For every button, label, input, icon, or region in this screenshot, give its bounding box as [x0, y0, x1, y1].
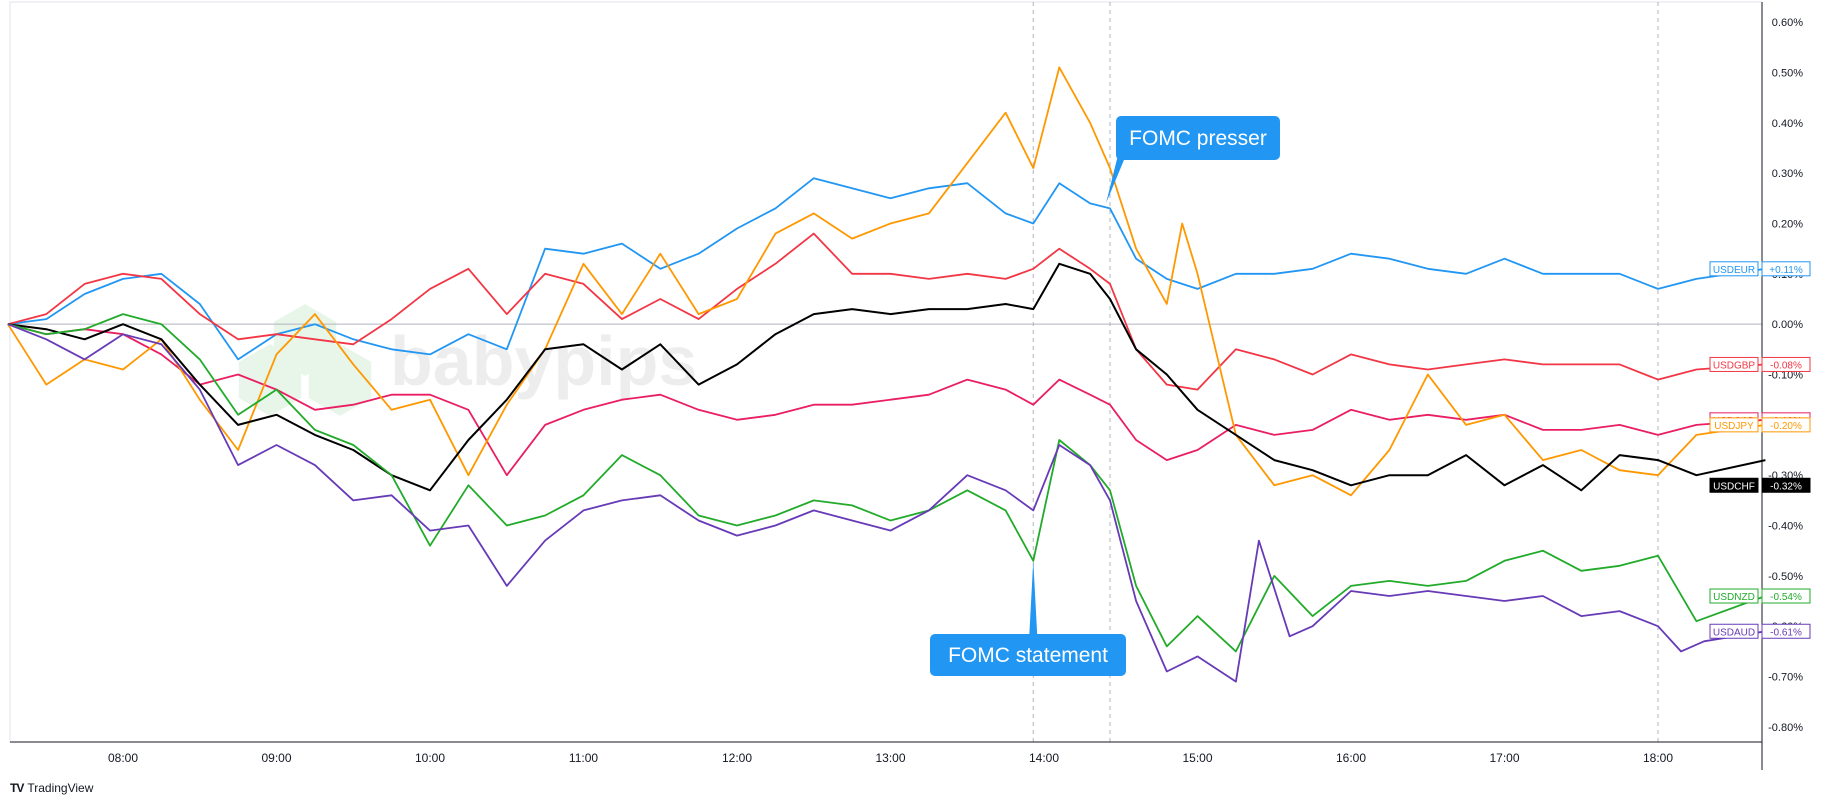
y-tick-label: 0.40% [1772, 118, 1803, 130]
x-tick-label: 10:00 [415, 751, 445, 765]
y-tick-label: 0.60% [1772, 17, 1803, 29]
series-label-value: -0.32% [1770, 481, 1802, 492]
series-line-usdnzd [7, 313, 1766, 653]
series-line-usdjpy [7, 66, 1766, 497]
series-label-box [1709, 417, 1759, 433]
tradingview-brand: TradingView [27, 781, 94, 795]
y-tick-label: -0.50% [1768, 571, 1803, 583]
x-tick-label: 09:00 [261, 751, 291, 765]
annotation-fomc-presser: FOMC presser [1106, 116, 1280, 204]
series-label-name: USDAUD [1713, 627, 1755, 638]
y-tick-label: 0.20% [1772, 218, 1803, 230]
callout-text: FOMC statement [948, 644, 1108, 667]
y-tick-label: -0.40% [1768, 521, 1803, 533]
series-line-usdeur [7, 177, 1766, 361]
series-label-usdjpy: USDJPY -0.20% [1709, 417, 1811, 433]
y-tick-label: -0.10% [1768, 370, 1803, 382]
x-tick-label: 18:00 [1643, 751, 1673, 765]
series-label-box [1709, 588, 1759, 604]
series-label-box [1709, 261, 1759, 277]
x-tick-label: 17:00 [1489, 751, 1519, 765]
series-label-value: -0.20% [1770, 421, 1802, 432]
series-label-box [1761, 588, 1811, 604]
x-tick-label: 13:00 [875, 751, 905, 765]
callout-pointer [1106, 155, 1126, 204]
tradingview-attribution[interactable]: TV TradingView [10, 781, 93, 795]
series-label-usdgbp: USDGBP -0.08% [1709, 356, 1811, 372]
series-label-value: -0.08% [1770, 360, 1802, 371]
x-tick-label: 11:00 [569, 751, 598, 765]
series-label-box [1761, 623, 1811, 639]
y-tick-label: 0.50% [1772, 67, 1803, 79]
x-tick-label: 08:00 [108, 751, 138, 765]
y-tick-label: 0.00% [1772, 319, 1803, 331]
x-tick-label: 15:00 [1182, 751, 1212, 765]
series-label-name: USDNZD [1713, 592, 1755, 603]
babypips-watermark: babypips [390, 322, 697, 400]
callout-box [930, 634, 1126, 676]
callout-box [1116, 116, 1280, 160]
y-tick-label: -0.70% [1768, 672, 1803, 684]
series-label-box [1709, 356, 1759, 372]
x-tick-label: 16:00 [1336, 751, 1366, 765]
series-label-box [1761, 356, 1811, 372]
series-label-box [1709, 477, 1759, 493]
series-label-value: -0.54% [1770, 592, 1802, 603]
series-label-name: USDJPY [1714, 421, 1754, 432]
series-label-usdaud: USDAUD -0.61% [1709, 623, 1811, 639]
series-line-usdgbp [7, 232, 1766, 391]
watermark-hexagon [308, 344, 372, 416]
series-label-name: USDCHF [1713, 481, 1755, 492]
y-tick-label: -0.80% [1768, 722, 1803, 734]
annotation-fomc-statement: FOMC statement [930, 560, 1126, 676]
series-label-box [1761, 261, 1811, 277]
plot-frame [9, 1, 1763, 743]
series-label-box [1761, 417, 1811, 433]
series-label-usdeur: USDEUR +0.11% [1709, 261, 1811, 277]
tradingview-logo-icon: TV [10, 781, 24, 795]
series-line-usdcad [7, 323, 1766, 477]
callout-pointer [1029, 560, 1038, 636]
series-line-usdchf [7, 262, 1766, 492]
series-line-usdaud [7, 323, 1766, 683]
series-label-name: USDGBP [1713, 360, 1756, 371]
x-tick-label: 12:00 [722, 751, 752, 765]
callout-text: FOMC presser [1129, 127, 1267, 150]
series-label-usdchf: USDCHF -0.32% [1709, 477, 1811, 493]
series-label-box [1709, 623, 1759, 639]
series-label-name: USDEUR [1713, 265, 1755, 276]
series-label-value: -0.61% [1770, 627, 1802, 638]
x-tick-label: 14:00 [1029, 751, 1059, 765]
series-label-usdnzd: USDNZD -0.54% [1709, 588, 1811, 604]
y-tick-label: 0.30% [1772, 168, 1803, 180]
series-label-value: +0.11% [1769, 265, 1803, 276]
series-label-box [1761, 477, 1811, 493]
